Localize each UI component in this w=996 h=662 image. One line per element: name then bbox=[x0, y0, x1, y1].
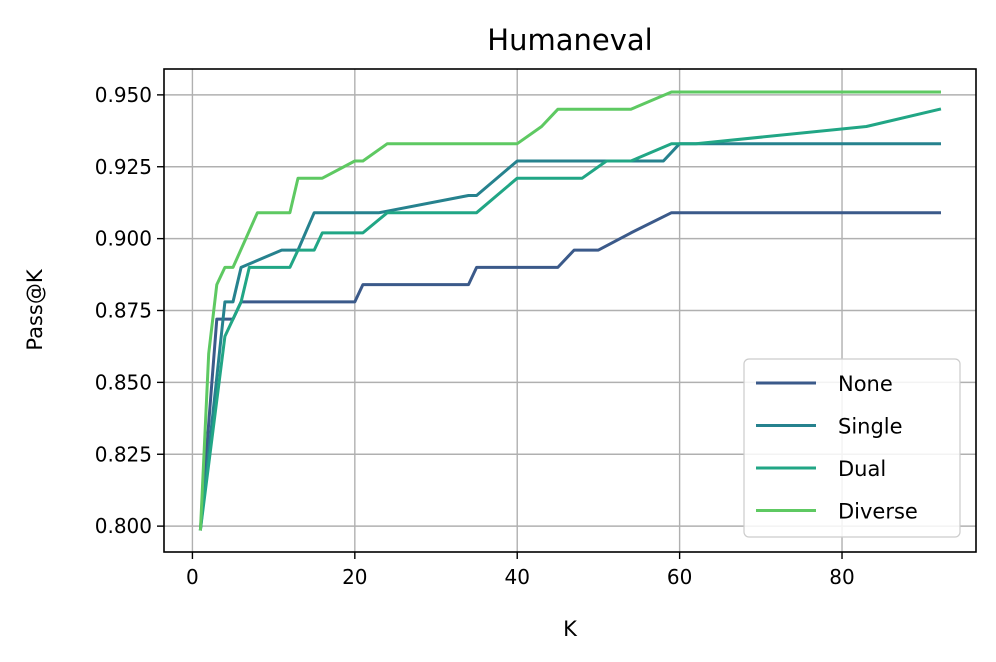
legend-box bbox=[743, 358, 961, 538]
series-lines bbox=[198, 90, 942, 531]
axis-ticks: 0 20 40 60 80 0.800 0.825 0.850 0.875 0.900 0.925 0… bbox=[95, 83, 855, 589]
x-tick-label: 80 bbox=[829, 565, 854, 589]
legend: None Single Dual Diverse bbox=[743, 358, 961, 538]
y-tick-label: 0.800 bbox=[95, 514, 152, 538]
y-tick-label: 0.950 bbox=[95, 83, 152, 107]
legend-label-diverse: Diverse bbox=[838, 500, 918, 524]
x-tick-label: 0 bbox=[186, 565, 199, 589]
y-tick-label: 0.925 bbox=[95, 155, 152, 179]
series-line-diverse bbox=[198, 90, 941, 531]
x-axis-label: K bbox=[563, 617, 578, 641]
y-tick-label: 0.825 bbox=[95, 442, 152, 466]
legend-label-single: Single bbox=[838, 415, 903, 439]
legend-label-none: None bbox=[838, 372, 893, 396]
series-line-dual bbox=[198, 107, 942, 531]
y-axis-label: Pass@K bbox=[23, 268, 47, 350]
y-tick-label: 0.875 bbox=[95, 299, 152, 323]
x-tick-label: 60 bbox=[667, 565, 692, 589]
series-line-single bbox=[198, 142, 941, 531]
x-tick-label: 40 bbox=[504, 565, 529, 589]
y-tick-label: 0.900 bbox=[95, 227, 152, 251]
x-tick-label: 20 bbox=[342, 565, 367, 589]
chart-title: Humaneval bbox=[487, 23, 652, 57]
y-tick-label: 0.850 bbox=[95, 370, 152, 394]
legend-label-dual: Dual bbox=[838, 457, 886, 481]
